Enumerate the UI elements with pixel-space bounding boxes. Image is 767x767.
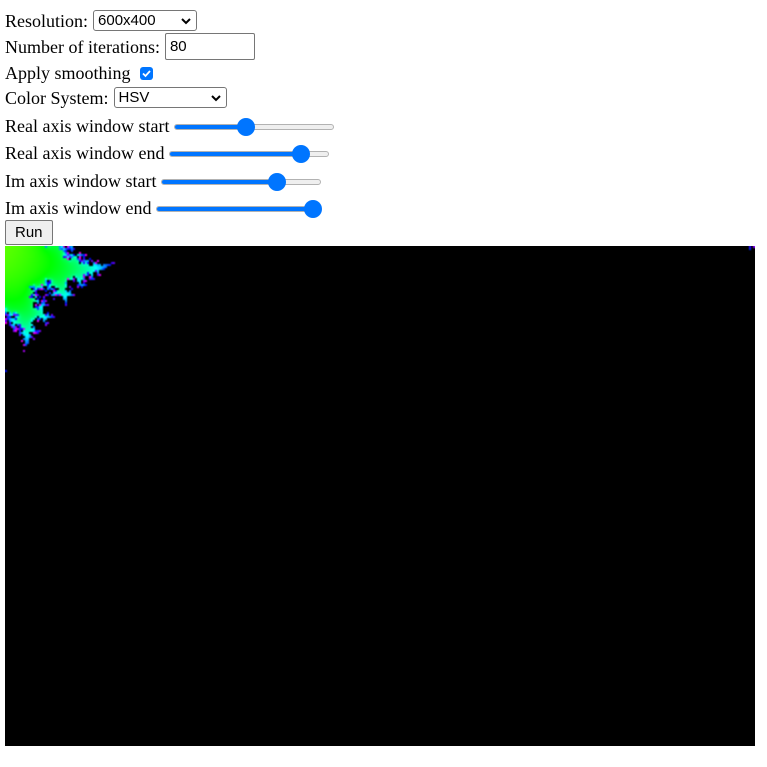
slider-track (169, 151, 330, 157)
real-end-row: Real axis window end (5, 143, 330, 163)
resolution-value: 600x400 (98, 11, 156, 29)
slider-thumb[interactable] (237, 118, 256, 136)
resolution-label: Resolution: (5, 10, 89, 31)
im-end-label: Im axis window end (5, 198, 152, 218)
slider-track (156, 206, 317, 212)
color-system-value: HSV (118, 88, 150, 106)
slider-fill (175, 125, 247, 129)
slider-fill (157, 207, 313, 211)
slider-thumb[interactable] (304, 200, 323, 218)
slider-track (161, 179, 322, 185)
slider-fill (170, 152, 301, 156)
color-system-label: Color System: (5, 87, 109, 108)
real-start-label: Real axis window start (5, 116, 170, 136)
im-start-row: Im axis window start (5, 171, 322, 191)
im-end-row: Im axis window end (5, 198, 323, 218)
im-end-slider[interactable] (156, 199, 323, 218)
iterations-input[interactable] (164, 33, 255, 60)
im-start-label: Im axis window start (5, 171, 157, 191)
real-start-row: Real axis window start (5, 116, 335, 136)
chevron-down-icon (181, 17, 191, 24)
slider-thumb[interactable] (267, 173, 286, 191)
smoothing-row: Apply smoothing (5, 63, 153, 83)
real-end-label: Real axis window end (5, 143, 165, 163)
slider-thumb[interactable] (291, 145, 310, 163)
smoothing-label: Apply smoothing (5, 63, 131, 83)
im-start-slider[interactable] (161, 172, 322, 191)
run-row: Run (5, 220, 53, 245)
color-system-row: Color System: HSV (5, 87, 227, 108)
real-start-slider[interactable] (174, 117, 335, 136)
mandelbrot-canvas (5, 246, 755, 746)
slider-fill (162, 180, 277, 184)
iterations-row: Number of iterations: (5, 33, 255, 60)
resolution-row: Resolution: 600x400 (5, 10, 198, 31)
smoothing-checkbox[interactable] (139, 66, 153, 80)
real-end-slider[interactable] (169, 144, 330, 163)
chevron-down-icon (210, 94, 221, 101)
run-button[interactable]: Run (5, 220, 53, 245)
iterations-label: Number of iterations: (5, 36, 160, 57)
color-system-select[interactable]: HSV (113, 87, 227, 108)
resolution-select[interactable]: 600x400 (93, 10, 198, 31)
checkmark-icon (141, 69, 151, 77)
